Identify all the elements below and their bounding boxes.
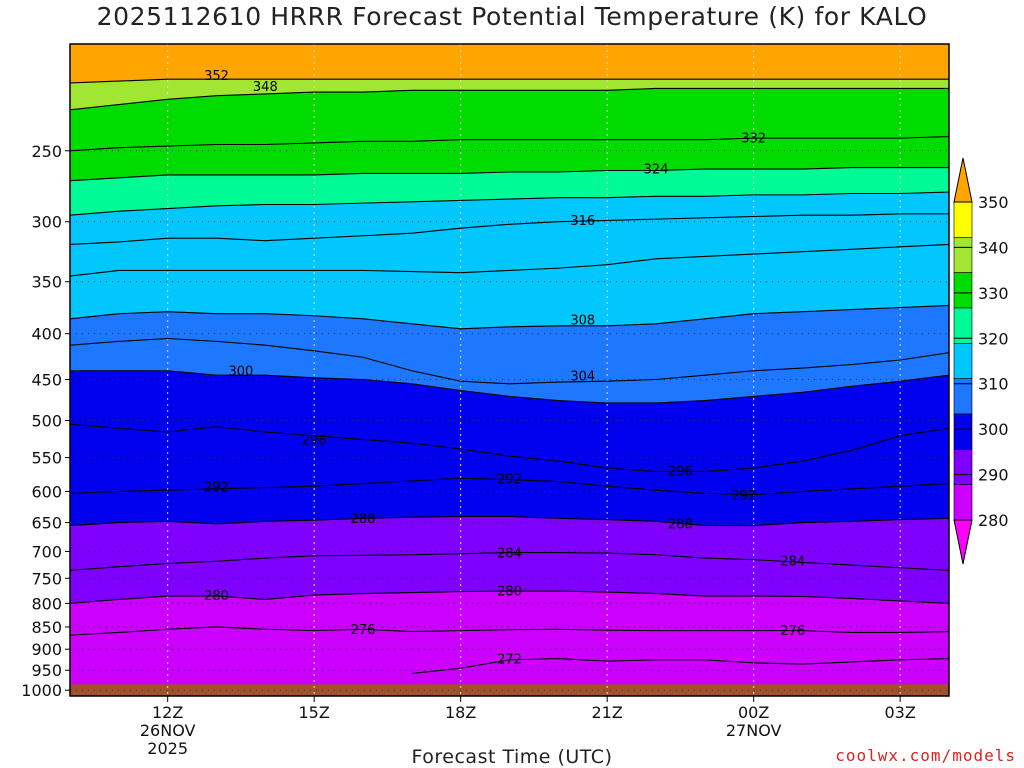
y-tick-label: 850 <box>31 618 62 637</box>
colorbar-label: 280 <box>978 511 1009 530</box>
y-tick-label: 550 <box>31 449 62 468</box>
contour-label: 348 <box>253 80 278 95</box>
colorbar-label: 350 <box>978 193 1009 212</box>
isentrope-304 <box>70 337 949 385</box>
contour-label: 276 <box>780 624 805 639</box>
colorbar-label: 340 <box>978 238 1009 257</box>
isentrope-292 <box>70 477 949 496</box>
x-tick-label: 12Z <box>152 703 183 722</box>
y-tick-label: 350 <box>31 273 62 292</box>
isentrope-300 <box>70 370 949 404</box>
x-tick-label: 21Z <box>592 703 623 722</box>
y-tick-label: 600 <box>31 482 62 501</box>
contour-label: 296 <box>668 464 693 479</box>
colorbar-segment <box>953 413 973 450</box>
credit-text: coolwx.com/models <box>835 746 1016 765</box>
y-tick-label: 950 <box>31 661 62 680</box>
colorbar-top-arrow <box>953 157 973 203</box>
fill-band-276 <box>70 626 949 696</box>
colorbar-segment <box>953 343 973 379</box>
contour-label: 308 <box>570 313 595 328</box>
colorbar: 280 290 300 310 320 330 340 350 <box>953 157 1009 565</box>
plot-frame <box>69 43 950 697</box>
contour-layer <box>70 78 949 675</box>
isentrope-320 <box>70 191 949 216</box>
contour-label: 352 <box>204 69 229 84</box>
colorbar-bottom-arrow <box>953 519 973 565</box>
isentrope-272 <box>411 658 949 675</box>
contour-label: 304 <box>570 370 595 385</box>
contour-label: 288 <box>668 517 693 532</box>
x-tick-label: 18Z <box>445 703 476 722</box>
x-tick-label: 15Z <box>299 703 330 722</box>
x-tick-label: 00Z <box>738 703 769 722</box>
x-tick-label: 2025 <box>147 739 188 758</box>
contour-label: 292 <box>204 480 229 495</box>
contour-label: 316 <box>570 214 595 229</box>
isentrope-288 <box>70 516 949 527</box>
isentrope-332 <box>70 135 949 152</box>
contour-label: 280 <box>497 585 522 600</box>
colorbar-segment <box>953 201 973 238</box>
y-tick-label: 500 <box>31 411 62 430</box>
grid-layer <box>70 44 949 696</box>
y-tick-label: 300 <box>31 213 62 232</box>
colorbar-label: 290 <box>978 466 1009 485</box>
contour-label: 292 <box>731 489 756 504</box>
contour-label: 292 <box>497 472 522 487</box>
theta-fill-layer <box>70 44 949 696</box>
x-tick-label: 27NOV <box>726 721 782 740</box>
contour-label-layer: 352 348 332 324 316 308 304 300 296 296 292 292 292 2… <box>204 69 805 668</box>
isentrope-348 <box>70 78 949 84</box>
colorbar-label: 330 <box>978 284 1009 303</box>
isentrope-308 <box>70 304 949 330</box>
isentrope-284 <box>70 551 949 571</box>
contour-label: 296 <box>302 434 327 449</box>
contour-label: 280 <box>204 589 229 604</box>
ground-layer <box>70 684 949 696</box>
x-axis-title: Forecast Time (UTC) <box>411 746 613 768</box>
colorbar-segment <box>953 272 973 309</box>
colorbar-segment <box>953 449 973 485</box>
contour-label: 332 <box>741 132 766 147</box>
y-tick-label: 700 <box>31 542 62 561</box>
contour-label: 284 <box>497 547 522 562</box>
y-axis: 250 300 350 400 450 500 550 600 650 700 750 800 850 9… <box>21 142 70 700</box>
ground-fill <box>70 684 949 696</box>
contour-label: 300 <box>229 364 254 379</box>
y-tick-label: 250 <box>31 142 62 161</box>
y-tick-label: 900 <box>31 640 62 659</box>
isentrope-324 <box>70 166 949 182</box>
x-tick-label: 26NOV <box>140 721 196 740</box>
isentrope-296 <box>70 423 949 473</box>
y-tick-label: 650 <box>31 514 62 533</box>
colorbar-label: 310 <box>978 375 1009 394</box>
contour-label: 288 <box>351 512 376 527</box>
x-tick-label: 03Z <box>885 703 916 722</box>
colorbar-segment <box>953 237 973 273</box>
isentrope-280 <box>70 590 949 604</box>
y-tick-label: 450 <box>31 370 62 389</box>
y-tick-label: 800 <box>31 594 62 613</box>
isentrope-312 <box>70 243 949 277</box>
contour-label: 276 <box>351 623 376 638</box>
page-title: 2025112610 HRRR Forecast Potential Tempe… <box>96 2 928 31</box>
y-tick-label: 400 <box>31 325 62 344</box>
contour-label: 324 <box>644 163 669 178</box>
y-tick-label: 1000 <box>21 681 62 700</box>
contour-label: 284 <box>780 554 805 569</box>
isentrope-316 <box>70 213 949 245</box>
colorbar-label: 300 <box>978 420 1009 439</box>
colorbar-label: 320 <box>978 329 1009 348</box>
contour-label: 272 <box>497 653 522 668</box>
y-tick-label: 750 <box>31 569 62 588</box>
colorbar-segment <box>953 484 973 521</box>
isentrope-340 <box>70 87 949 111</box>
isentrope-276 <box>70 626 949 636</box>
